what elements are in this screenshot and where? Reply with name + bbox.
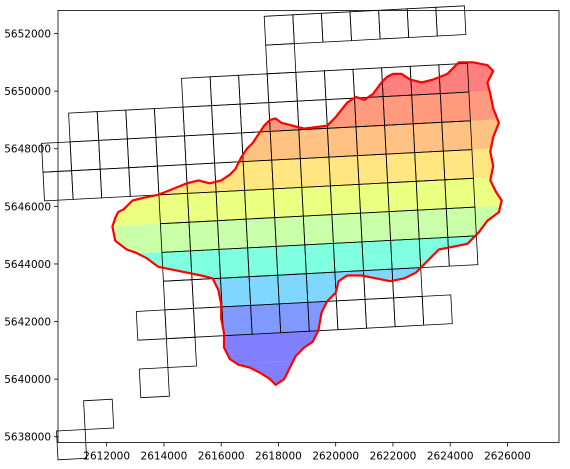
y-tick-label: 5640000 bbox=[4, 374, 51, 386]
grid-cell bbox=[378, 8, 410, 40]
grid-cell bbox=[126, 136, 158, 169]
grid-cell bbox=[406, 6, 438, 38]
y-tick-label: 5648000 bbox=[4, 144, 51, 156]
grid-cell bbox=[265, 43, 297, 75]
grid-cell bbox=[335, 298, 367, 331]
grid-cell bbox=[135, 309, 167, 341]
grid-cell bbox=[295, 70, 327, 102]
grid-cell bbox=[98, 138, 130, 170]
grid-cell bbox=[364, 297, 396, 329]
x-tick-label: 2612000 bbox=[83, 451, 130, 463]
y-axis: 5638000 5640000 5642000 5644000 5646000 56480… bbox=[4, 29, 58, 444]
grid-cell bbox=[212, 132, 244, 164]
x-tick-label: 2620000 bbox=[312, 451, 359, 463]
grid-cell bbox=[182, 105, 214, 137]
grid-cell bbox=[393, 295, 425, 328]
grid-cell bbox=[96, 109, 128, 141]
grid-cell bbox=[292, 12, 324, 45]
grid-cell bbox=[349, 9, 381, 42]
grid-cell bbox=[184, 133, 216, 166]
grid-cell bbox=[162, 279, 194, 311]
grid-cell bbox=[164, 307, 196, 340]
model-grid bbox=[41, 5, 479, 461]
grid-cell bbox=[99, 167, 131, 199]
grid-cell bbox=[83, 398, 115, 430]
grid-cell bbox=[193, 306, 224, 338]
plot-frame bbox=[57, 10, 560, 443]
y-tick-label: 5644000 bbox=[4, 259, 51, 271]
grid-cell bbox=[165, 336, 197, 368]
x-tick-label: 2616000 bbox=[198, 451, 245, 463]
y-tick-label: 5650000 bbox=[4, 86, 51, 98]
x-tick-label: 2624000 bbox=[427, 451, 474, 463]
y-tick-label: 5638000 bbox=[4, 432, 51, 444]
grid-cell bbox=[125, 108, 157, 140]
grid-cell bbox=[138, 367, 170, 399]
grid-cell bbox=[323, 68, 355, 101]
grid-cell bbox=[421, 294, 453, 326]
elevation-band bbox=[112, 62, 502, 64]
grid-cell bbox=[238, 73, 270, 105]
grid-cell bbox=[263, 14, 295, 46]
x-tick-label: 2622000 bbox=[370, 451, 417, 463]
grid-cell bbox=[181, 76, 213, 108]
grid-cell bbox=[128, 165, 160, 197]
grid-cell bbox=[69, 139, 101, 172]
y-tick-label: 5652000 bbox=[4, 29, 51, 41]
y-tick-label: 5642000 bbox=[4, 317, 51, 329]
x-tick-label: 2614000 bbox=[141, 451, 188, 463]
y-tick-label: 5646000 bbox=[4, 201, 51, 213]
grid-cell bbox=[266, 71, 298, 104]
grid-cell bbox=[153, 106, 185, 138]
grid-cell bbox=[155, 135, 187, 167]
grid-cell bbox=[211, 103, 243, 135]
grid-cell bbox=[56, 429, 88, 461]
x-axis: 2612000 2614000 2616000 2618000 2620000 26220… bbox=[83, 442, 531, 463]
grid-cell bbox=[71, 168, 103, 200]
elevation-band bbox=[112, 372, 502, 385]
x-tick-label: 2626000 bbox=[484, 451, 531, 463]
grid-cell bbox=[320, 11, 352, 43]
watershed-boundary bbox=[111, 61, 503, 386]
grid-cell bbox=[209, 74, 241, 107]
grid-cell bbox=[68, 111, 100, 143]
x-tick-label: 2618000 bbox=[255, 451, 302, 463]
grid-cell bbox=[435, 5, 467, 37]
